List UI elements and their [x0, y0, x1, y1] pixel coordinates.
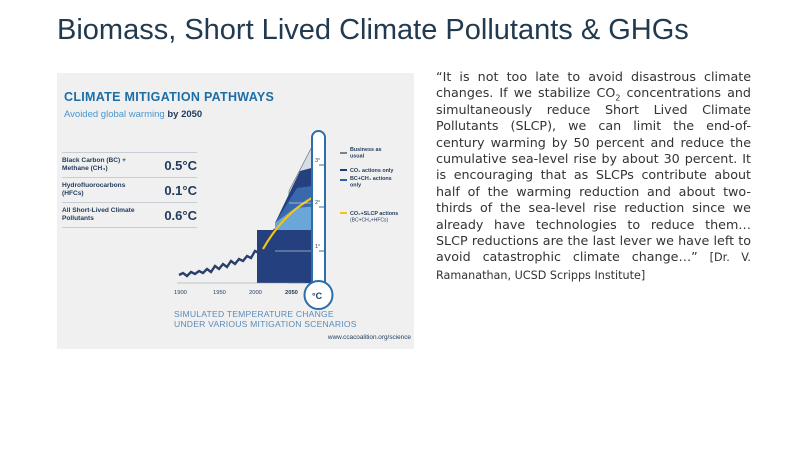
legend-label: only [350, 183, 361, 189]
legend-label: usual [350, 154, 365, 160]
figure-caption-line: SIMULATED TEMPERATURE CHANGE [174, 309, 334, 319]
thermometer-bulb [303, 280, 334, 310]
figure-source: www.ccacoalition.org/science [327, 334, 411, 341]
x-tick-label: 2050 [285, 290, 298, 296]
figure-subtitle: Avoided global warming by 2050 [64, 109, 202, 120]
x-tick-label: 1950 [213, 290, 226, 296]
climate-mitigation-figure: CLIMATE MITIGATION PATHWAYS Avoided glob… [57, 73, 414, 349]
stat-row: Hydrofluorocarbons (HFCs) 0.1°C [62, 177, 197, 202]
stat-value: 0.1°C [164, 182, 197, 198]
stat-label: Black Carbon (BC) + Methane (CH₄) [62, 157, 126, 172]
stat-label: Hydrofluorocarbons (HFCs) [62, 182, 126, 197]
slide-title: Biomass, Short Lived Climate Pollutants … [57, 14, 689, 46]
quote-subscript: 2 [615, 93, 621, 103]
historical-record [178, 228, 276, 278]
legend-label: Business as [350, 147, 381, 153]
x-tick-label: 1900 [174, 290, 187, 296]
thermo-tick-label: 3° [315, 158, 320, 164]
baseline-block [257, 230, 319, 283]
figure-subtitle-year: by 2050 [167, 109, 203, 120]
legend-label: BC+CH₄ actions [350, 176, 392, 182]
quote-attribution: [Dr. V. Ramanathan, UCSD Scripps Institu… [436, 251, 751, 282]
pathways-chart: 3° 2° 1° °C 1900 1950 2000 2050 Business… [174, 130, 398, 310]
thermo-tick-label: 1° [315, 244, 320, 250]
stat-row: Black Carbon (BC) + Methane (CH₄) 0.5°C [62, 152, 197, 177]
figure-title: CLIMATE MITIGATION PATHWAYS [64, 90, 275, 104]
stat-row: All Short-Lived Climate Pollutants 0.6°C [62, 202, 197, 228]
thermometer-unit: °C [312, 291, 323, 301]
figure-caption: SIMULATED TEMPERATURE CHANGE UNDER VARIO… [174, 309, 357, 329]
quote-text-continued: concentrations and simultaneously reduce… [436, 85, 751, 265]
figure-subtitle-text: Avoided global warming [64, 109, 168, 120]
figure-caption-line: UNDER VARIOUS MITIGATION SCENARIOS [174, 319, 357, 329]
x-tick-label: 2000 [249, 290, 262, 296]
quote-text: “It is not too late to avoid disastrous … [436, 69, 751, 101]
legend-label: CO₂+SLCP actions [350, 211, 398, 217]
thermo-tick-label: 2° [315, 200, 320, 206]
thermometer-tube [311, 130, 326, 292]
avoided-warming-table: Black Carbon (BC) + Methane (CH₄) 0.5°C … [62, 152, 197, 228]
legend-label: (BC+CH₄+HFCs) [350, 218, 388, 224]
stat-label: All Short-Lived Climate Pollutants [62, 207, 135, 222]
stat-value: 0.6°C [164, 207, 197, 223]
legend-label: CO₂ actions only [350, 168, 393, 174]
stat-value: 0.5°C [164, 157, 197, 173]
ramanathan-quote: “It is not too late to avoid disastrous … [436, 69, 751, 284]
